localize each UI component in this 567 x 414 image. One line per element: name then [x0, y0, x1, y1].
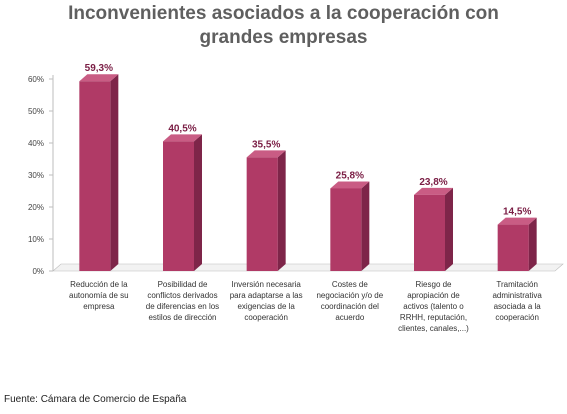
y-tick-label: 60%: [28, 75, 44, 84]
bar-side: [528, 217, 537, 271]
category-label: Inversión necesaria para adaptarse a las…: [229, 280, 303, 322]
category-label: Posibilidad de conflictos derivados de d…: [145, 280, 220, 322]
data-label: 25,8%: [336, 170, 364, 181]
bar-side: [110, 74, 119, 272]
bar-side: [361, 181, 370, 271]
bar-top: [79, 74, 119, 82]
y-tick-label: 30%: [28, 171, 44, 180]
bar-top: [246, 150, 286, 158]
y-tick-label: 40%: [28, 139, 44, 148]
bar: [414, 194, 445, 271]
data-label: 59,3%: [85, 63, 113, 74]
bar: [246, 157, 278, 271]
bar-side: [445, 187, 453, 271]
bar: [79, 81, 111, 272]
bar-top: [330, 181, 370, 189]
bar: [330, 188, 362, 271]
y-tick-label: 20%: [28, 203, 44, 212]
bar-top: [163, 134, 202, 142]
y-tick-label: 10%: [28, 235, 44, 244]
bar-top: [497, 217, 537, 225]
bar: [163, 141, 194, 271]
category-label: Tramitación administrativa asociada a la…: [492, 280, 542, 322]
chart-title: Inconvenientes asociados a la cooperació…: [68, 3, 499, 48]
data-label: 14,5%: [503, 207, 531, 218]
bar: [497, 224, 529, 271]
y-tick-label: 0%: [32, 267, 44, 276]
chart-floor: [52, 263, 564, 272]
bar-top: [414, 187, 453, 195]
data-label: 23,8%: [419, 177, 447, 188]
bar-side: [194, 134, 202, 271]
data-label: 35,5%: [252, 139, 280, 150]
y-tick-label: 50%: [28, 107, 44, 116]
category-label: Costes de negociación y/o de coordinació…: [316, 280, 384, 322]
source-note: Fuente: Cámara de Comercio de España: [4, 394, 187, 405]
category-label: Riesgo de apropiación de activos (talent…: [398, 280, 469, 333]
category-label: Reducción de la autonomía de su empresa: [69, 280, 129, 311]
data-label: 40,5%: [168, 123, 196, 134]
bar-side: [277, 150, 286, 271]
